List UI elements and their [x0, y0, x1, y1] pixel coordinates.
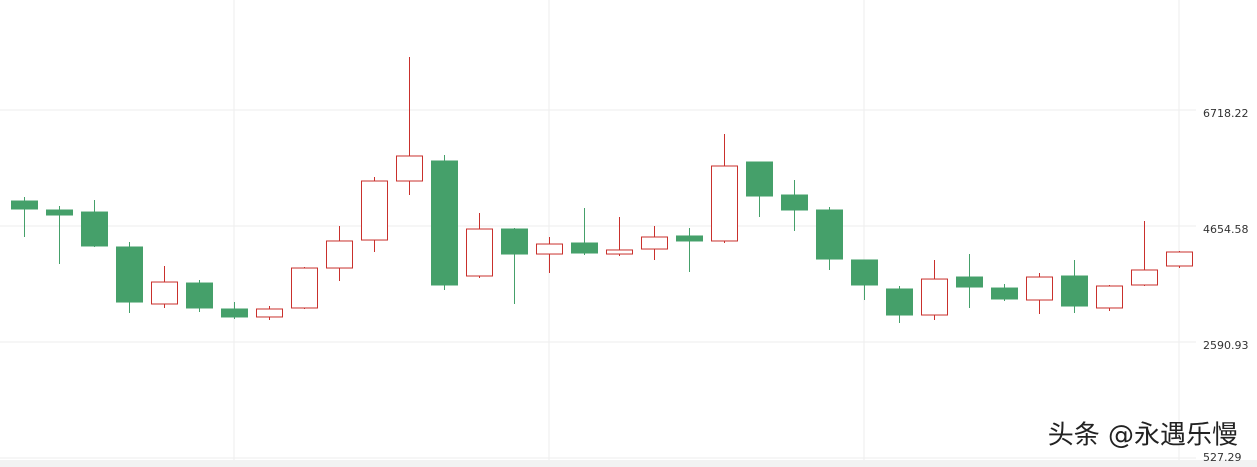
candle-body	[1061, 275, 1088, 307]
candle-body	[11, 200, 38, 210]
candle-body	[116, 246, 143, 303]
candle-body	[81, 211, 108, 247]
candle-body	[396, 155, 423, 182]
watermark: 头条 @永遇乐慢	[1048, 421, 1238, 451]
candle-body	[571, 242, 598, 254]
candle-body	[1096, 285, 1123, 309]
candle-body	[326, 240, 353, 269]
candle-body	[46, 209, 73, 216]
candle-body	[186, 282, 213, 309]
y-tick-label: 6718.22	[1203, 107, 1249, 120]
y-tick-label: 527.29	[1203, 451, 1242, 464]
candle-body	[466, 228, 493, 277]
candle-body	[1026, 276, 1053, 301]
candle-body	[361, 180, 388, 241]
candle-body	[781, 194, 808, 211]
candle-body	[291, 267, 318, 309]
candle-body	[1131, 269, 1158, 286]
candle-body	[711, 165, 738, 242]
y-tick-label: 4654.58	[1203, 223, 1249, 236]
candle-body	[1166, 251, 1193, 267]
candle-body	[536, 243, 563, 255]
candle-body	[956, 276, 983, 288]
candle-body	[921, 278, 948, 316]
bottom-bar	[0, 460, 1257, 467]
y-tick-label: 2590.93	[1203, 339, 1249, 352]
candle-body	[746, 161, 773, 197]
candle-body	[151, 281, 178, 305]
candle-body	[851, 259, 878, 286]
candle-body	[991, 287, 1018, 300]
candle-body	[431, 160, 458, 286]
candle-body	[641, 236, 668, 250]
candle-body	[816, 209, 843, 260]
candle-body	[676, 235, 703, 242]
candle-body	[606, 249, 633, 255]
candle-body	[501, 228, 528, 255]
candle-body	[256, 308, 283, 318]
candle-body	[221, 308, 248, 318]
candle-body	[886, 288, 913, 316]
